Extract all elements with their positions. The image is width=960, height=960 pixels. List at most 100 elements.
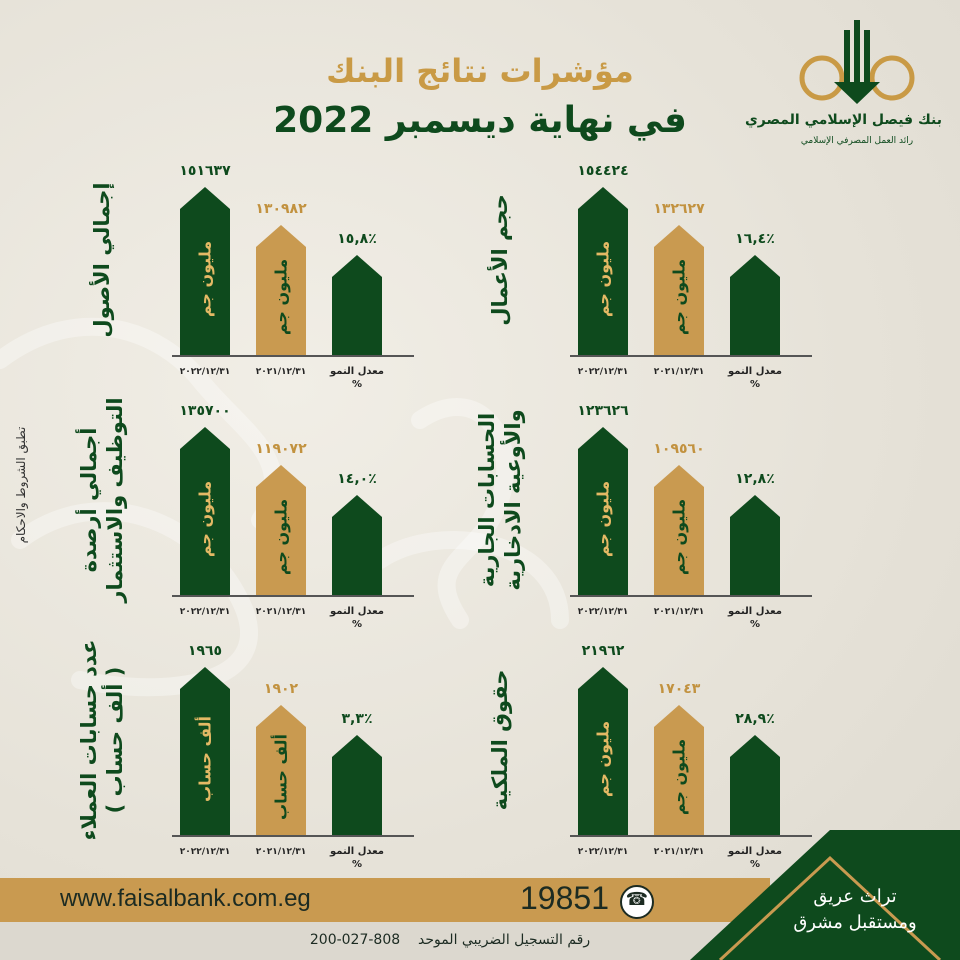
growth-label-line-2: % [351, 619, 363, 630]
bar-growth-rate [730, 495, 780, 595]
website-link[interactable]: www.faisalbank.com.eg [60, 885, 311, 912]
date-label-current: ٢٠٢٢/١٢/٣١ [577, 847, 629, 857]
panel-label-line-1: الحسابات الجارية [475, 412, 499, 588]
bar-value: ١٥,٨٪ [337, 231, 377, 247]
title-line-1: مؤشرات نتائج البنك [326, 52, 634, 90]
logo-emblem-icon [799, 20, 915, 104]
bar-unit-label: مليون جم [195, 241, 215, 318]
chart-baseline [570, 835, 812, 837]
chart-baseline [172, 835, 414, 837]
bar-unit-label: مليون جم [271, 498, 291, 575]
phone-icon [620, 885, 654, 919]
date-label-current: ٢٠٢٢/١٢/٣١ [179, 607, 231, 617]
growth-label: معدل النمو% [720, 365, 790, 391]
bank-logo: بنك فيصل الإسلامي المصري رائد العمل المص… [745, 12, 942, 162]
bar-value: ١٩٦٥ [187, 643, 223, 659]
bar-value: ١٤,٠٪ [337, 471, 377, 487]
bar-previous-year: مليون جم [654, 225, 704, 355]
growth-label: معدل النمو% [720, 605, 790, 631]
slogan-line-2: ومستقبل مشرق [793, 912, 917, 933]
panel-label-text: عدد حسابات العملاء( ألف حساب ) [76, 640, 128, 841]
bar-unit-label: ألف حساب [195, 716, 215, 803]
hotline-number: 19851 [520, 880, 609, 916]
date-label-previous: ٢٠٢١/١٢/٣١ [255, 847, 307, 857]
date-label-current: ٢٠٢٢/١٢/٣١ [577, 607, 629, 617]
bar-previous-year: مليون جم [256, 225, 306, 355]
growth-label-line-2: % [749, 619, 761, 630]
growth-label-line-1: معدل النمو [727, 846, 782, 857]
bar-unit-label: مليون جم [271, 258, 291, 335]
bar-value: ١٦,٤٪ [735, 231, 775, 247]
bar-growth-rate [730, 255, 780, 355]
panel-label-line-1: أجمالي أرصدة [77, 427, 101, 573]
panel-label-line-2: والأوعية الادخارية [501, 409, 525, 591]
date-label-previous: ٢٠٢١/١٢/٣١ [255, 607, 307, 617]
chart-baseline [570, 595, 812, 597]
bar-value: ١٩٠٢ [263, 681, 299, 697]
chart-baseline [570, 355, 812, 357]
slogan-line-1: تراث عريق [813, 886, 897, 907]
bar-value: ٢١٩٦٢ [581, 643, 625, 659]
chart-baseline [172, 595, 414, 597]
panel-label: إجمالي الأصول [72, 165, 132, 355]
date-label-previous: ٢٠٢١/١٢/٣١ [653, 367, 705, 377]
panel-label-line-1: عدد حسابات العملاء [77, 639, 101, 841]
growth-label: معدل النمو% [720, 845, 790, 871]
panel-label-text: أجمالي أرصدة التوظيف والاستثمار [76, 397, 128, 602]
bar-unit-label: مليون جم [669, 738, 689, 815]
bar-unit-label: مليون جم [593, 721, 613, 798]
bar-unit-label: مليون جم [669, 258, 689, 335]
panel-label-text: الحسابات الجارية والأوعية الادخارية [474, 409, 526, 590]
bar-unit-label: مليون جم [593, 241, 613, 318]
growth-label-line-2: % [749, 379, 761, 390]
tax-id-line: رقم التسجيل الضريبي الموحد 200-027-808 [240, 932, 660, 948]
bar-growth-rate [332, 735, 382, 835]
bar-value: ١٣٥٧٠٠ [179, 403, 231, 419]
bar-current-year: مليون جم [578, 427, 628, 595]
bar-value: ١٥١٦٣٧ [179, 163, 231, 179]
bar-unit-label: ألف حساب [271, 733, 291, 820]
bar-previous-year: مليون جم [256, 465, 306, 595]
growth-label-line-1: معدل النمو [329, 846, 384, 857]
chart-baseline [172, 355, 414, 357]
growth-label-line-2: % [351, 859, 363, 870]
bar-value: ١٢٣٦٢٦ [577, 403, 629, 419]
corner-triangle-decoration [690, 830, 960, 960]
panel-label-line-2: ( ألف حساب ) [103, 666, 127, 814]
date-label-current: ٢٠٢٢/١٢/٣١ [577, 367, 629, 377]
tax-id-number: 200-027-808 [309, 932, 401, 948]
bar-value: ٣,٣٪ [341, 711, 373, 727]
panel-label-text: حجم الأعمال [488, 194, 512, 326]
panel-label: حجم الأعمال [470, 165, 530, 355]
bar-unit-label: مليون جم [669, 498, 689, 575]
growth-label-line-2: % [351, 379, 363, 390]
bar-growth-rate [332, 255, 382, 355]
bank-tagline: رائد العمل المصرفي الإسلامي [800, 136, 914, 146]
growth-label-line-1: معدل النمو [727, 606, 782, 617]
panel-label: الحسابات الجارية والأوعية الادخارية [470, 405, 530, 595]
panel-label-text: إجمالي الأصول [90, 182, 114, 338]
bar-growth-rate [332, 495, 382, 595]
date-label-current: ٢٠٢٢/١٢/٣١ [179, 847, 231, 857]
bar-current-year: مليون جم [578, 187, 628, 355]
bar-current-year: مليون جم [578, 667, 628, 835]
bar-value: ١٥٤٤٢٤ [577, 163, 629, 179]
bar-unit-label: مليون جم [593, 481, 613, 558]
growth-label-line-2: % [749, 859, 761, 870]
bar-value: ٢٨,٩٪ [735, 711, 775, 727]
bar-current-year: ألف حساب [180, 667, 230, 835]
tax-id-label: رقم التسجيل الضريبي الموحد [417, 932, 591, 948]
growth-label: معدل النمو% [322, 365, 392, 391]
bar-value: ١٧٠٤٣ [657, 681, 701, 697]
bar-value: ١٣٠٩٨٢ [255, 201, 307, 217]
bar-previous-year: مليون جم [654, 465, 704, 595]
bar-value: ١٣٢٦٢٧ [653, 201, 705, 217]
panel-label: أجمالي أرصدة التوظيف والاستثمار [72, 397, 132, 602]
bar-unit-label: مليون جم [195, 481, 215, 558]
date-label-previous: ٢٠٢١/١٢/٣١ [653, 607, 705, 617]
bar-current-year: مليون جم [180, 187, 230, 355]
slogan: تراث عريق ومستقبل مشرق [770, 884, 940, 936]
panel-label-line-2: التوظيف والاستثمار [103, 397, 127, 603]
bar-growth-rate [730, 735, 780, 835]
date-label-previous: ٢٠٢١/١٢/٣١ [653, 847, 705, 857]
